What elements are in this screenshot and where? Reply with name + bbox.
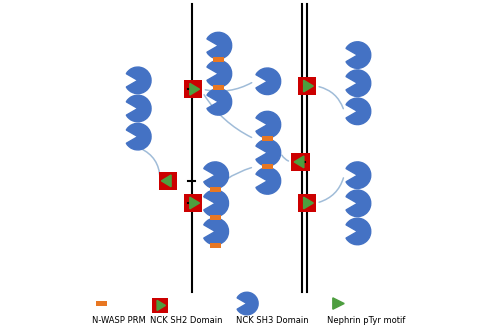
Bar (210, 215, 221, 220)
Polygon shape (190, 197, 200, 209)
Wedge shape (256, 168, 280, 194)
Text: N-WASP PRM: N-WASP PRM (92, 316, 146, 325)
Bar (184, 194, 203, 212)
Wedge shape (256, 111, 280, 138)
Polygon shape (157, 300, 166, 310)
Wedge shape (204, 218, 229, 245)
Bar (262, 164, 273, 170)
Text: Nephrin pTyr motif: Nephrin pTyr motif (328, 316, 406, 325)
Wedge shape (346, 162, 371, 188)
Bar (158, 172, 177, 190)
Polygon shape (333, 298, 344, 309)
Wedge shape (204, 190, 229, 216)
Polygon shape (294, 156, 304, 168)
Bar (184, 80, 203, 98)
Bar (213, 85, 224, 91)
Text: NCK SH3 Domain: NCK SH3 Domain (236, 316, 308, 325)
Bar (210, 186, 221, 192)
Polygon shape (190, 83, 200, 95)
Bar (96, 301, 107, 306)
Bar (262, 136, 273, 141)
Polygon shape (162, 175, 171, 187)
Bar (152, 298, 168, 313)
Bar (292, 153, 310, 171)
Wedge shape (207, 89, 232, 115)
Polygon shape (304, 80, 314, 92)
Wedge shape (126, 67, 151, 94)
Text: NCK SH2 Domain: NCK SH2 Domain (150, 316, 223, 325)
Wedge shape (346, 42, 371, 68)
Wedge shape (207, 60, 232, 87)
Bar (298, 77, 316, 95)
Wedge shape (237, 292, 258, 315)
Wedge shape (256, 68, 280, 95)
Wedge shape (346, 218, 371, 245)
Wedge shape (346, 98, 371, 125)
Bar (210, 243, 221, 248)
Wedge shape (256, 140, 280, 166)
Bar (213, 57, 224, 62)
Polygon shape (304, 197, 314, 209)
Bar (298, 194, 316, 212)
Wedge shape (207, 32, 232, 59)
Wedge shape (126, 95, 151, 122)
Wedge shape (346, 70, 371, 96)
Wedge shape (204, 162, 229, 188)
Wedge shape (126, 123, 151, 150)
Wedge shape (346, 190, 371, 216)
